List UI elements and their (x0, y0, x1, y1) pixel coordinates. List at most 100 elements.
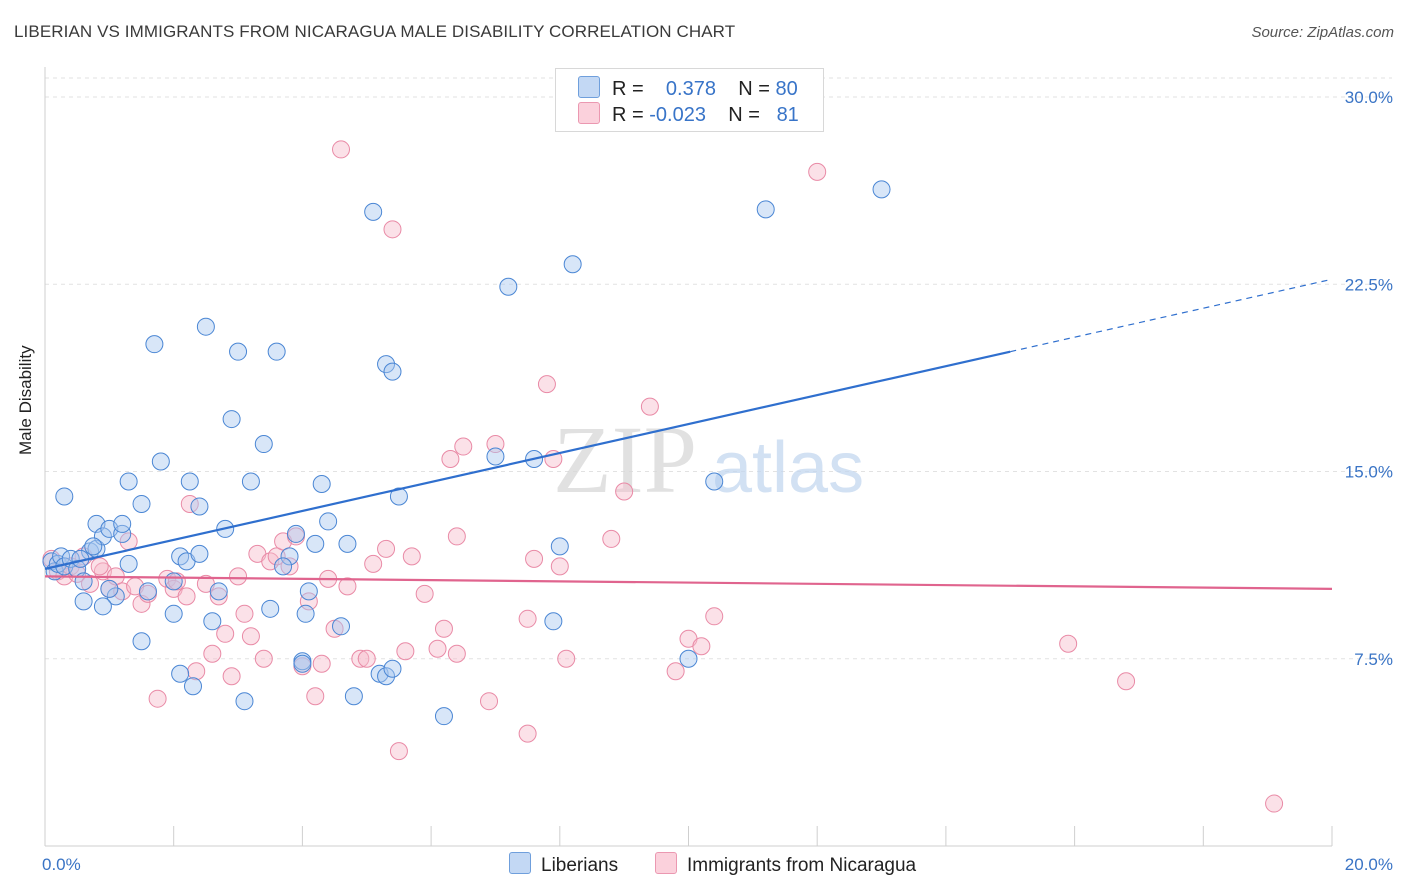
data-point-liberians (286, 524, 305, 543)
data-point-liberians (756, 200, 775, 219)
data-point-liberians (190, 497, 209, 516)
data-point-liberians (151, 452, 170, 471)
data-point-nicaragua (235, 604, 254, 623)
data-point-liberians (222, 410, 241, 429)
data-point-liberians (293, 654, 312, 673)
data-point-liberians (184, 677, 203, 696)
trendline-nicaragua (44, 575, 1333, 590)
chart-title: LIBERIAN VS IMMIGRANTS FROM NICARAGUA MA… (14, 22, 736, 41)
data-point-nicaragua (364, 554, 383, 573)
trendlines (44, 278, 1333, 590)
y-axis-label: Male Disability (16, 345, 35, 455)
data-point-liberians (132, 632, 151, 651)
legend-r-value: -0.023 (649, 104, 706, 126)
y-tick-labels: 7.5% 15.0% 22.5% 30.0% (1345, 88, 1393, 669)
y-tick-label: 22.5% (1345, 275, 1393, 294)
data-point-liberians (383, 659, 402, 678)
data-point-liberians (119, 554, 138, 573)
data-point-nicaragua (229, 567, 248, 586)
data-point-liberians (164, 604, 183, 623)
data-point-nicaragua (557, 649, 576, 668)
data-point-liberians (377, 355, 396, 374)
legend-n-value: 80 (775, 78, 798, 100)
data-point-nicaragua (209, 587, 228, 606)
data-point-liberians (106, 587, 125, 606)
data-point-liberians (164, 572, 183, 591)
data-point-nicaragua (203, 644, 222, 663)
data-point-nicaragua (187, 662, 206, 681)
data-point-nicaragua (415, 584, 434, 603)
data-point-liberians (306, 534, 325, 553)
legend-swatch-pink (578, 102, 600, 124)
data-point-nicaragua (615, 482, 634, 501)
data-point-liberians (679, 649, 698, 668)
data-point-liberians (119, 472, 138, 491)
data-point-liberians (100, 579, 119, 598)
data-point-liberians (132, 494, 151, 513)
data-point-liberians (274, 557, 293, 576)
data-point-nicaragua (280, 557, 299, 576)
data-point-nicaragua (447, 644, 466, 663)
data-point-liberians (113, 524, 132, 543)
data-point-liberians (332, 617, 351, 636)
data-point-nicaragua (1265, 794, 1284, 813)
series-liberians (42, 180, 891, 726)
legend-r-value: 0.378 (665, 78, 716, 100)
bottom-legend-liberians: Liberians (509, 852, 618, 877)
data-point-liberians (486, 447, 505, 466)
data-point-nicaragua (1059, 634, 1078, 653)
x-tick-label: 0.0% (42, 855, 81, 874)
data-point-liberians (93, 597, 112, 616)
data-point-liberians (196, 317, 215, 336)
data-point-nicaragua (241, 627, 260, 646)
data-point-liberians (145, 335, 164, 354)
data-point-nicaragua (148, 689, 167, 708)
data-point-liberians (299, 582, 318, 601)
data-point-nicaragua (705, 607, 724, 626)
bottom-legend-label: Immigrants from Nicaragua (687, 855, 917, 876)
y-tick-label: 30.0% (1345, 88, 1393, 107)
data-point-liberians (550, 537, 569, 556)
data-point-nicaragua (434, 619, 453, 638)
data-point-nicaragua (216, 624, 235, 643)
data-point-liberians (74, 572, 93, 591)
data-point-liberians (235, 692, 254, 711)
data-point-nicaragua (518, 609, 537, 628)
watermark: ZIP atlas (553, 406, 864, 513)
legend-n-label: N = (728, 104, 760, 126)
data-point-liberians (267, 342, 286, 361)
data-point-liberians (434, 707, 453, 726)
data-point-nicaragua (486, 435, 505, 454)
data-point-nicaragua (357, 649, 376, 668)
source-label: Source: ZipAtlas.com (1251, 24, 1394, 41)
data-point-nicaragua (640, 397, 659, 416)
data-point-nicaragua (90, 557, 109, 576)
legend-swatch-blue (578, 76, 600, 98)
data-point-liberians (113, 514, 132, 533)
data-point-nicaragua (525, 549, 544, 568)
data-point-nicaragua (254, 649, 273, 668)
data-point-nicaragua (454, 437, 473, 456)
data-point-nicaragua (338, 577, 357, 596)
data-point-nicaragua (537, 375, 556, 394)
data-point-nicaragua (447, 527, 466, 546)
data-point-liberians (84, 537, 103, 556)
correlation-legend: R = 0.378 N = 80 R = -0.023 N = 81 (555, 68, 824, 132)
legend-r-label: R = (612, 104, 644, 126)
y-tick-label: 7.5% (1354, 650, 1393, 669)
data-point-liberians (241, 472, 260, 491)
bottom-legend-swatch-blue (509, 852, 531, 874)
data-point-liberians (544, 612, 563, 631)
data-point-liberians (280, 547, 299, 566)
data-point-nicaragua (267, 547, 286, 566)
data-point-liberians (209, 582, 228, 601)
series-immigrants-nicaragua (42, 140, 1284, 813)
data-point-liberians (171, 664, 190, 683)
data-point-nicaragua (1117, 672, 1136, 691)
data-point-nicaragua (602, 529, 621, 548)
data-point-liberians (229, 342, 248, 361)
data-point-liberians (338, 534, 357, 553)
data-point-nicaragua (518, 724, 537, 743)
data-point-liberians (190, 544, 209, 563)
